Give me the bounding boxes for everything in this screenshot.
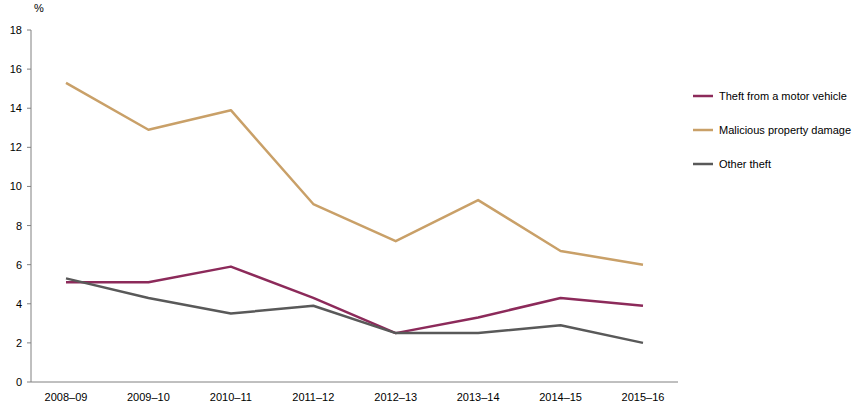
x-axis — [31, 382, 678, 383]
y-tick — [27, 264, 31, 265]
y-tick — [27, 69, 31, 70]
y-tick-label: 4 — [16, 298, 22, 310]
y-axis — [31, 30, 32, 382]
y-tick-label: 14 — [10, 102, 22, 114]
series-line — [66, 83, 643, 265]
x-tick-label: 2008–09 — [45, 391, 88, 403]
y-tick-label: 18 — [10, 24, 22, 36]
x-tick-label: 2014–15 — [539, 391, 582, 403]
legend-swatch — [693, 95, 713, 98]
y-tick-label: 2 — [16, 337, 22, 349]
y-tick-label: 16 — [10, 63, 22, 75]
x-tick-label: 2015–16 — [622, 391, 665, 403]
y-tick — [27, 147, 31, 148]
y-tick — [27, 186, 31, 187]
legend-label: Malicious property damage — [719, 124, 851, 136]
legend-label: Theft from a motor vehicle — [719, 90, 847, 102]
lines — [66, 83, 643, 343]
y-tick-label: 6 — [16, 259, 22, 271]
x-tick-label: 2011–12 — [292, 391, 334, 403]
x-tick-label: 2013–14 — [457, 391, 500, 403]
y-tick-label: 10 — [10, 180, 22, 192]
x-tick-label: 2010–11 — [210, 391, 252, 403]
y-tick — [27, 225, 31, 226]
y-tick-label: 8 — [16, 220, 22, 232]
legend-label: Other theft — [719, 158, 771, 170]
y-tick-label: 0 — [16, 376, 22, 388]
legend: Theft from a motor vehicle Malicious prop… — [693, 90, 851, 170]
x-tick-label: 2012–13 — [374, 391, 417, 403]
chart: 0 2 4 6 8 10 12 14 16 18% 2008–09 2009–10 2010–11 201… — [0, 0, 860, 414]
y-tick — [27, 342, 31, 343]
y-tick — [27, 30, 31, 31]
legend-swatch — [693, 129, 713, 132]
legend-swatch — [693, 163, 713, 166]
y-tick — [27, 303, 31, 304]
x-tick-label: 2009–10 — [127, 391, 170, 403]
y-axis-label: % — [34, 2, 44, 14]
y-tick — [27, 108, 31, 109]
y-tick — [27, 382, 31, 383]
y-tick-label: 12 — [10, 141, 22, 153]
series-line — [66, 278, 643, 343]
